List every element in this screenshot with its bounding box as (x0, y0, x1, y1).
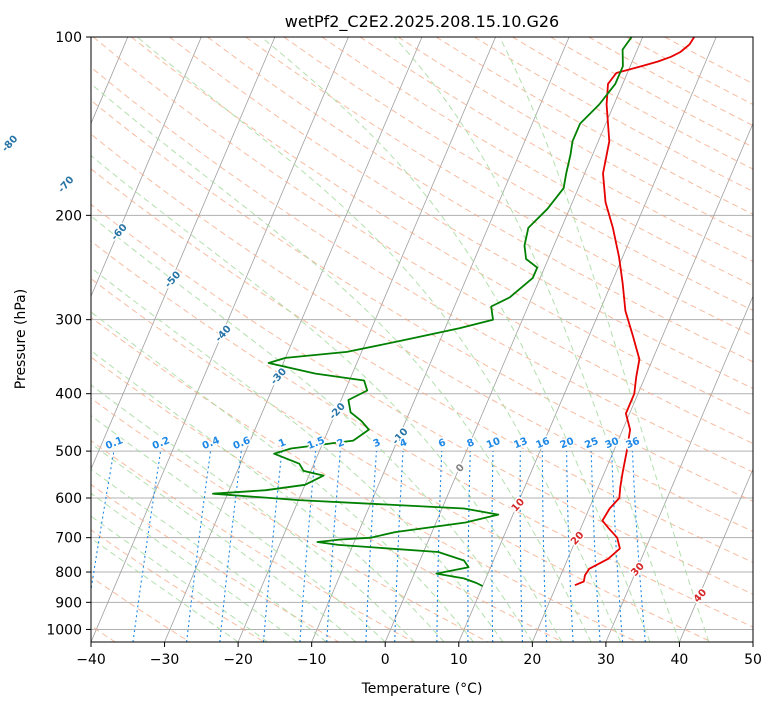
y-tick-label: 100 (55, 30, 82, 46)
moist-adiabat-line (393, 37, 680, 642)
isotherm-line (91, 37, 202, 298)
isotherm-line (91, 37, 276, 471)
plot-frame (90, 36, 754, 643)
x-axis-title: Temperature (°C) (361, 681, 483, 697)
plot-area (91, 37, 753, 642)
isotherm-line (458, 37, 717, 642)
y-tick-label: 200 (55, 208, 82, 224)
x-tick-label: −40 (76, 652, 106, 668)
dry-adiabat-line (91, 397, 489, 642)
chart-title: wetPf2_C2E2.2025.208.15.10.G26 (285, 12, 559, 32)
x-tick-label: 20 (523, 652, 541, 668)
y-tick-label: 900 (55, 595, 82, 611)
moist-adiabat-line (91, 267, 504, 642)
y-tick-label: 600 (55, 491, 82, 507)
isotherm-line (91, 37, 349, 642)
moist-adiabat-line (91, 215, 533, 642)
moist-adiabat-line (136, 37, 622, 642)
y-tick-label: 300 (55, 313, 82, 329)
dry-adiabat-line (91, 203, 753, 595)
dry-adiabat-line (91, 576, 190, 642)
moist-adiabat-line (499, 37, 710, 642)
x-tick-label: 40 (671, 652, 689, 668)
y-tick-label: 400 (55, 387, 82, 403)
moist-adiabat-line (91, 468, 327, 642)
x-tick-label: 50 (744, 652, 762, 668)
dry-adiabat-line (91, 316, 638, 642)
isotherm-line (237, 37, 496, 642)
dry-adiabat-line (91, 483, 340, 642)
x-tick-label: 10 (450, 652, 468, 668)
x-tick-label: 30 (597, 652, 615, 668)
moist-adiabat-line (91, 415, 386, 642)
moist-adiabat-line (91, 492, 298, 642)
y-axis-title: Pressure (hPa) (13, 289, 29, 389)
moist-adiabat-line (91, 384, 415, 642)
moist-adiabat-line (260, 37, 651, 642)
moist-adiabat-line (91, 515, 268, 642)
dry-adiabat-line (91, 440, 414, 642)
isotherm-line (679, 468, 753, 642)
dewpoint-profile-line (212, 37, 633, 587)
x-tick-label: −30 (150, 652, 180, 668)
moist-adiabat-line (91, 155, 563, 642)
x-tick-label: −20 (223, 652, 253, 668)
dry-adiabat-line (91, 278, 713, 642)
y-tick-label: 500 (55, 444, 82, 460)
x-tick-label: −10 (297, 652, 327, 668)
y-tick-label: 700 (55, 531, 82, 547)
moist-adiabat-line (91, 350, 445, 642)
moist-adiabat-line (91, 311, 474, 642)
isotherm-line (605, 295, 753, 642)
dry-adiabat-line (91, 240, 753, 628)
y-tick-label: 1000 (46, 622, 82, 638)
axes: −40 −30 −20 −10 0 10 20 30 40 50 100 200 300 400 500 60… (46, 30, 762, 668)
moist-adiabat-line (91, 537, 239, 642)
isotherm-line (384, 37, 644, 642)
isotherm-line (164, 37, 423, 642)
x-tick-label: 0 (381, 652, 390, 668)
y-tick-label: 800 (55, 565, 82, 581)
moist-adiabat-line (91, 83, 592, 642)
